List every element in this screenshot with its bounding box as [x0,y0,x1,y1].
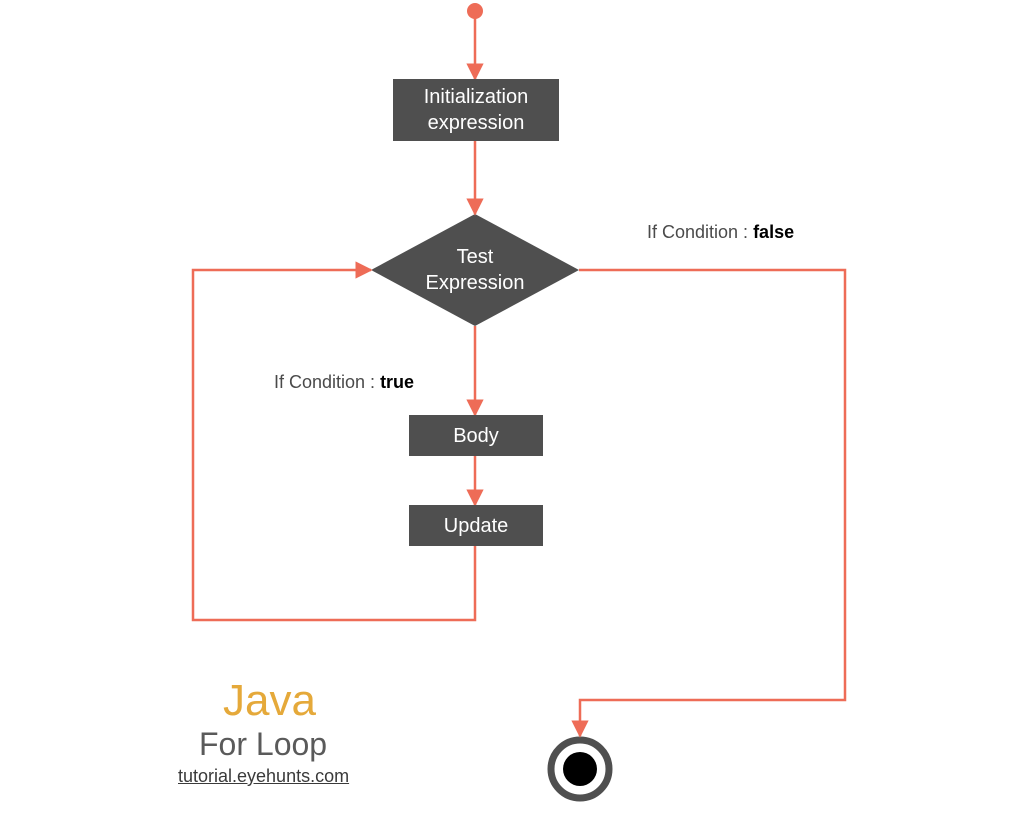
init-line1: Initialization [424,86,529,108]
title-java: Java [223,676,316,726]
update-node: Update [409,505,543,546]
title-link: tutorial.eyehunts.com [178,766,349,787]
true-condition-label: If Condition : true [274,372,414,393]
init-node: Initialization expression [393,79,559,141]
true-prefix: If Condition : [274,372,380,392]
false-condition-label: If Condition : false [647,222,794,243]
test-node-label: Test Expression [371,214,579,326]
update-label: Update [444,513,509,539]
init-line2: expression [428,112,525,134]
false-value: false [753,222,794,242]
body-label: Body [453,423,499,449]
body-node: Body [409,415,543,456]
false-prefix: If Condition : [647,222,753,242]
test-line2: Expression [426,272,525,294]
title-subtitle: For Loop [199,726,327,763]
true-value: true [380,372,414,392]
test-line1: Test [457,246,494,268]
